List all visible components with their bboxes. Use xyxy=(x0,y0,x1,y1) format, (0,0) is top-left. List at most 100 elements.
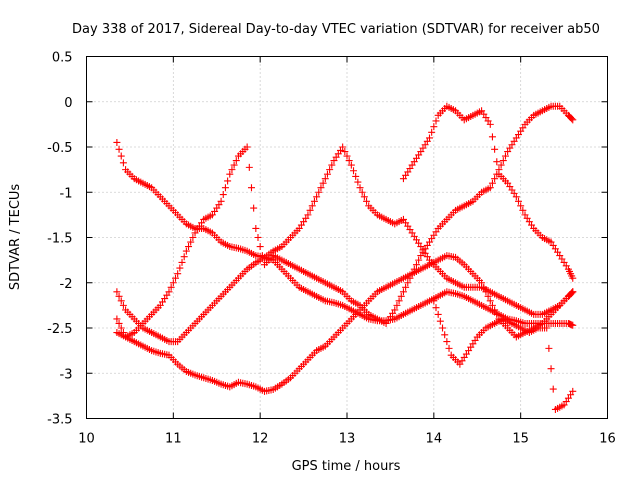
data-point xyxy=(356,184,364,192)
series-track-b xyxy=(113,143,577,346)
data-point xyxy=(243,143,251,151)
data-point-interp xyxy=(432,304,440,312)
data-point-interp xyxy=(345,157,353,165)
data-point-interp xyxy=(360,193,368,201)
data-point-interp xyxy=(488,133,496,141)
y-tick-label: -1 xyxy=(60,186,73,201)
data-point-interp xyxy=(501,152,509,160)
data-point-interp xyxy=(232,157,240,165)
data-point-interp xyxy=(480,283,488,291)
data-point-interp xyxy=(256,243,264,251)
data-point-interp xyxy=(326,166,334,174)
data-point-interp xyxy=(328,161,336,169)
y-tick-label: -3 xyxy=(60,367,73,382)
chart-title: Day 338 of 2017, Sidereal Day-to-day VTE… xyxy=(72,22,600,37)
data-point-interp xyxy=(185,243,193,251)
data-point-interp xyxy=(180,253,188,261)
data-point-interp xyxy=(410,265,418,273)
data-point-interp xyxy=(519,206,527,214)
axis-ticks xyxy=(86,56,608,419)
data-point xyxy=(569,274,577,282)
data-point xyxy=(391,306,399,314)
data-point-interp xyxy=(441,331,449,339)
data-point-interp xyxy=(258,252,266,260)
data-point xyxy=(113,288,121,296)
data-point-interp xyxy=(484,292,492,300)
x-axis-label: GPS time / hours xyxy=(292,459,401,474)
data-point-interp xyxy=(568,289,576,297)
data-point-interp xyxy=(178,258,186,266)
x-tick-label: 11 xyxy=(165,432,182,447)
data-point-interp xyxy=(488,301,496,309)
data-point-interp xyxy=(247,184,255,192)
data-point-interp xyxy=(493,310,501,318)
data-point-interp xyxy=(547,365,555,373)
y-tick-labels: 0.5 0 -0.5 -1 -1.5 -2 -2.5 -3 -3.5 xyxy=(47,51,72,428)
data-point-interp xyxy=(404,279,412,287)
data-point-interp xyxy=(393,301,401,309)
data-point xyxy=(486,297,494,305)
series-track-f xyxy=(430,297,577,413)
series-track-e xyxy=(399,102,577,282)
data-point-interp xyxy=(415,256,423,264)
data-point-interp xyxy=(549,385,557,393)
data-point-interp xyxy=(254,234,262,241)
data-point-interp xyxy=(491,175,499,183)
x-tick-labels: 10 11 12 13 14 15 16 xyxy=(78,432,616,447)
data-point xyxy=(113,138,121,146)
data-point-interp xyxy=(245,163,253,171)
data-point-interp xyxy=(358,188,366,196)
data-point xyxy=(512,193,520,201)
data-point-interp xyxy=(187,238,195,246)
data-point-interp xyxy=(308,202,316,210)
data-point-interp xyxy=(499,157,507,165)
data-point xyxy=(304,211,312,219)
data-point xyxy=(399,288,407,296)
data-point-interp xyxy=(491,145,499,153)
data-point-interp xyxy=(189,234,197,241)
y-tick-label: -1.5 xyxy=(47,232,72,247)
data-point-interp xyxy=(363,197,371,205)
data-point-interp xyxy=(434,310,442,318)
data-point-interp xyxy=(341,148,349,156)
data-point-interp xyxy=(497,161,505,169)
x-tick-label: 14 xyxy=(426,432,443,447)
data-point-interp xyxy=(443,338,451,346)
x-tick-label: 16 xyxy=(599,432,616,447)
data-point-interp xyxy=(219,191,227,199)
data-point-interp xyxy=(488,179,496,187)
data-point-interp xyxy=(395,297,403,305)
y-tick-label: 0.5 xyxy=(52,51,73,66)
data-point-interp xyxy=(310,197,318,205)
data-point-interp xyxy=(117,324,125,332)
data-point-interp xyxy=(432,117,440,125)
data-point xyxy=(569,288,577,296)
x-tick-label: 10 xyxy=(78,432,95,447)
data-point xyxy=(478,279,486,287)
data-point-interp xyxy=(568,115,576,123)
data-point xyxy=(313,193,321,201)
x-tick-label: 15 xyxy=(512,432,529,447)
x-tick-label: 12 xyxy=(252,432,269,447)
data-point-interp xyxy=(119,159,127,167)
y-tick-label: -2.5 xyxy=(47,322,72,337)
data-point xyxy=(543,324,551,332)
data-point-interp xyxy=(172,274,180,282)
data-point xyxy=(226,170,234,178)
data-point xyxy=(217,197,225,205)
data-point-interp xyxy=(115,145,123,153)
data-point xyxy=(486,120,494,128)
data-point-interp xyxy=(224,177,232,185)
data-point-interp xyxy=(397,292,405,300)
data-point-interp xyxy=(412,261,420,269)
data-point-interp xyxy=(545,344,553,352)
series-track-d xyxy=(113,102,577,341)
data-point-interp xyxy=(176,264,184,272)
data-point xyxy=(339,143,347,151)
data-point-interp xyxy=(117,297,125,305)
data-point-interp xyxy=(319,179,327,187)
data-point-interp xyxy=(169,279,177,287)
data-point-interp xyxy=(167,283,175,291)
y-tick-label: -2 xyxy=(60,277,73,292)
